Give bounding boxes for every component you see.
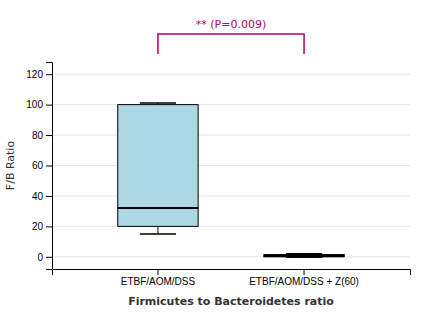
x-axis-line [53,270,411,276]
y-tick-mark [46,257,52,258]
y-axis: 0 20 40 60 80 100 120 [26,63,52,270]
y-tick: 20 [32,221,52,232]
y-tick: 80 [32,130,52,141]
grid [52,74,410,257]
y-axis-title: F/B Ratio [4,141,17,191]
x-tick-mark [157,269,158,275]
x-tick-mark [304,269,305,275]
grid-line [52,135,410,136]
x-axis-title: Firmicutes to Bacteroidetes ratio [128,295,334,308]
grid-line [52,226,410,227]
grid-line [52,104,410,105]
y-tick: 100 [26,99,52,110]
boxes [118,103,344,257]
y-tick-label: 100 [26,99,43,110]
grid-line [52,195,410,196]
bracket-line [158,34,304,54]
y-tick-label: 60 [32,160,44,171]
x-tick-label: ETBF/AOM/DSS [121,276,196,287]
y-tick-label: 20 [32,221,44,232]
y-tick: 0 [37,252,52,263]
whisker-cap-low [286,257,322,259]
box-body [118,105,198,227]
significance-bracket: ** (P=0.009) [158,18,304,54]
median [118,207,198,209]
grid-line [52,74,410,75]
x-tick: ETBF/AOM/DSS + Z(60) [249,269,359,287]
box [264,254,344,258]
y-tick-mark [46,105,52,106]
median [264,255,344,257]
y-tick-mark [46,226,52,227]
y-tick-mark [46,196,52,197]
y-tick-label: 80 [32,130,44,141]
y-tick-mark [46,166,52,167]
y-tick-mark [46,74,52,75]
grid-line [52,256,410,257]
y-tick: 120 [26,69,52,80]
significance-label: ** (P=0.009) [196,18,266,31]
x-axis: ETBF/AOM/DSS ETBF/AOM/DSS + Z(60) [53,269,411,287]
chart: 020406080100120ETBF/AOM/DSSETBF/AOM/DSS … [0,0,426,317]
whisker-cap-high [140,102,176,104]
y-tick-label: 40 [32,191,44,202]
box-body [264,255,344,257]
y-tick-label: 0 [37,252,43,263]
x-tick-label: ETBF/AOM/DSS + Z(60) [249,276,359,287]
y-axis-line [46,63,53,270]
box [118,103,198,234]
plot: 020406080100120ETBF/AOM/DSSETBF/AOM/DSS … [4,18,411,308]
whisker-low [157,226,158,234]
whisker-cap-low [140,233,176,235]
whisker-cap-high [286,253,322,255]
y-tick: 40 [32,191,52,202]
x-tick: ETBF/AOM/DSS [121,269,196,287]
y-tick: 60 [32,160,52,171]
y-tick-mark [46,135,52,136]
y-tick-label: 120 [26,69,43,80]
grid-line [52,165,410,166]
